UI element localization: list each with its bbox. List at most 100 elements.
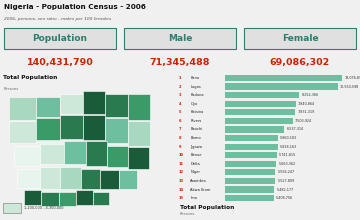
- Text: Imo: Imo: [190, 196, 197, 200]
- Text: Anambra: Anambra: [190, 179, 207, 183]
- Text: 8: 8: [179, 136, 181, 140]
- Bar: [225, 135, 278, 141]
- Text: Total Population: Total Population: [4, 75, 58, 80]
- Text: 5,663,362: 5,663,362: [278, 162, 296, 166]
- Text: 2: 2: [179, 84, 181, 89]
- Bar: [64, 141, 86, 165]
- Text: 5,860,183: 5,860,183: [280, 136, 297, 140]
- Bar: [24, 191, 41, 205]
- Text: Borno: Borno: [190, 136, 201, 140]
- Bar: [128, 121, 150, 146]
- Text: Total Population: Total Population: [180, 205, 234, 210]
- Text: 7,831,319: 7,831,319: [298, 110, 315, 114]
- Text: Bauchi: Bauchi: [190, 127, 203, 132]
- Text: 7,840,864: 7,840,864: [298, 102, 315, 106]
- Text: Jigawa: Jigawa: [190, 145, 202, 149]
- Text: 5,556,247: 5,556,247: [278, 170, 294, 174]
- Bar: [225, 169, 275, 176]
- Bar: [105, 118, 128, 143]
- Bar: [86, 141, 107, 166]
- Bar: [40, 167, 60, 189]
- Text: 69,086,302: 69,086,302: [270, 58, 330, 67]
- Bar: [40, 144, 64, 165]
- Text: 5,741,815: 5,741,815: [279, 153, 296, 157]
- Text: Niger: Niger: [190, 170, 200, 174]
- Text: 6,537,314: 6,537,314: [286, 127, 303, 132]
- Text: Rivers: Rivers: [190, 119, 202, 123]
- Text: 8,252,366: 8,252,366: [302, 93, 319, 97]
- Bar: [225, 83, 338, 90]
- Text: 6: 6: [179, 119, 181, 123]
- Text: Population: Population: [32, 34, 87, 43]
- Text: 12,550,598: 12,550,598: [340, 84, 359, 89]
- Text: Delta: Delta: [190, 162, 200, 166]
- Text: 7: 7: [179, 127, 181, 132]
- Text: 5: 5: [179, 110, 181, 114]
- Text: 5,828,163: 5,828,163: [280, 145, 297, 149]
- Bar: [105, 94, 128, 117]
- Bar: [225, 109, 296, 116]
- Text: 5,527,809: 5,527,809: [277, 179, 294, 183]
- Text: Male: Male: [168, 34, 192, 43]
- Bar: [59, 192, 76, 206]
- Text: Persons: Persons: [180, 213, 195, 216]
- Bar: [83, 91, 105, 114]
- Text: 5,408,756: 5,408,756: [276, 196, 293, 200]
- Text: 12: 12: [179, 170, 184, 174]
- Bar: [76, 191, 93, 205]
- Text: 11: 11: [179, 162, 184, 166]
- Bar: [60, 94, 83, 114]
- Bar: [225, 152, 277, 158]
- Bar: [128, 94, 150, 120]
- Bar: [225, 92, 299, 98]
- Bar: [41, 192, 59, 206]
- Bar: [225, 75, 342, 81]
- Text: 13,076,892: 13,076,892: [345, 76, 360, 80]
- Bar: [225, 101, 296, 107]
- Text: Katsina: Katsina: [190, 110, 204, 114]
- Text: Lagos: Lagos: [190, 84, 201, 89]
- Bar: [100, 170, 119, 189]
- Text: 15: 15: [179, 196, 184, 200]
- Bar: [107, 146, 128, 167]
- Bar: [14, 146, 40, 166]
- Text: Akwa Ibom: Akwa Ibom: [190, 187, 211, 192]
- Bar: [225, 143, 278, 150]
- Bar: [225, 195, 274, 201]
- Text: 1,200,000 - 4,300,000: 1,200,000 - 4,300,000: [24, 206, 64, 211]
- Bar: [123, 28, 237, 49]
- Bar: [244, 28, 356, 49]
- Text: Nigeria - Population Census - 2006: Nigeria - Population Census - 2006: [4, 4, 145, 10]
- Text: 14: 14: [179, 187, 184, 192]
- Text: 13: 13: [179, 179, 184, 183]
- Bar: [225, 126, 284, 133]
- Bar: [9, 97, 36, 120]
- Bar: [17, 169, 40, 187]
- Text: 3: 3: [179, 93, 181, 97]
- Text: 140,431,790: 140,431,790: [27, 58, 93, 67]
- Text: 7,503,924: 7,503,924: [295, 119, 312, 123]
- Text: 2006, persons, sex ratio - males per 100 females: 2006, persons, sex ratio - males per 100…: [4, 17, 111, 21]
- Bar: [36, 97, 60, 117]
- Bar: [225, 118, 293, 124]
- Bar: [4, 28, 116, 49]
- Text: Benue: Benue: [190, 153, 202, 157]
- Text: 71,345,488: 71,345,488: [150, 58, 210, 67]
- Bar: [93, 192, 109, 205]
- Text: 1: 1: [179, 76, 181, 80]
- Bar: [36, 118, 60, 140]
- Text: 4: 4: [179, 102, 181, 106]
- Bar: [81, 169, 100, 189]
- Bar: [225, 186, 274, 193]
- Text: 9: 9: [179, 145, 181, 149]
- Text: 10: 10: [179, 153, 184, 157]
- Bar: [128, 147, 149, 169]
- Bar: [9, 121, 36, 143]
- Bar: [225, 161, 276, 167]
- Text: Persons: Persons: [4, 87, 19, 91]
- Text: Oyo: Oyo: [190, 102, 198, 106]
- Bar: [225, 178, 275, 184]
- Text: Kaduna: Kaduna: [190, 93, 204, 97]
- Bar: [4, 203, 21, 213]
- Text: 5,482,177: 5,482,177: [277, 187, 294, 192]
